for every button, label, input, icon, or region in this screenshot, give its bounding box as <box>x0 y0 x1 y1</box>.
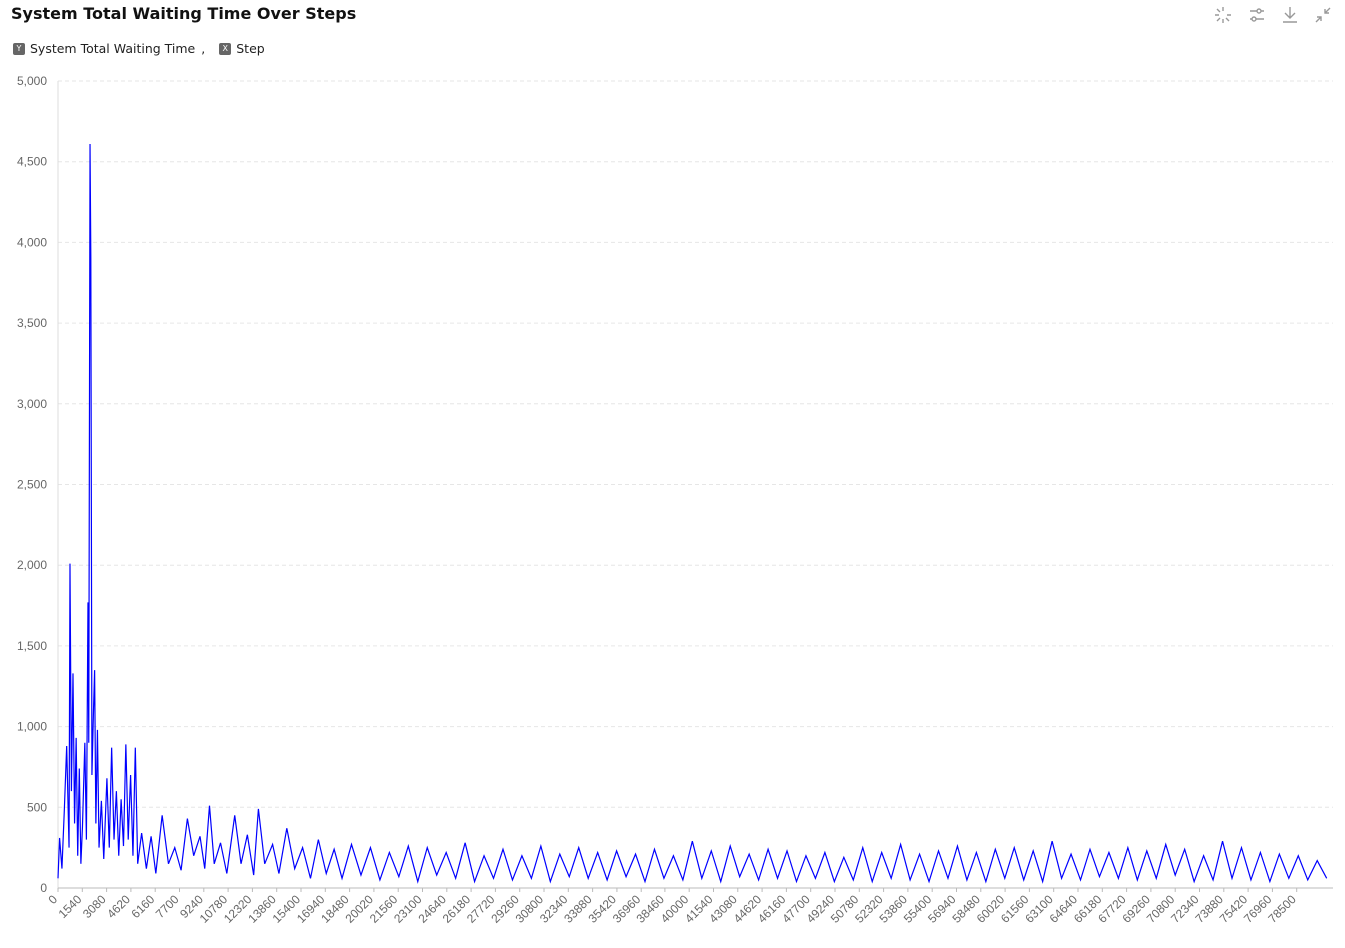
x-field: Step <box>236 41 265 56</box>
y-tick-label: 2,000 <box>17 558 47 572</box>
y-tick-label: 4,500 <box>17 155 47 169</box>
x-tick-label: 4620 <box>104 892 133 921</box>
x-tick-label: 7700 <box>153 892 182 921</box>
settings-icon[interactable] <box>1250 8 1264 22</box>
data-line <box>57 143 1328 884</box>
y-tick-label: 3,500 <box>17 316 47 330</box>
x-tick-label: 1540 <box>56 892 85 921</box>
collapse-icon[interactable] <box>1315 7 1331 23</box>
x-tick-label: 3080 <box>80 892 109 921</box>
field-header: Y System Total Waiting Time , X Step <box>13 41 265 56</box>
x-tick-label: 0 <box>45 892 60 907</box>
y-tick-label: 3,000 <box>17 397 47 411</box>
y-tick-label: 500 <box>27 800 47 814</box>
y-tick-label: 1,000 <box>17 720 47 734</box>
y-tick-label: 1,500 <box>17 639 47 653</box>
x-tick-label: 78500 <box>1265 892 1299 926</box>
x-tick-label: 6160 <box>129 892 158 921</box>
separator: , <box>201 41 206 56</box>
chart-title: System Total Waiting Time Over Steps <box>11 4 357 23</box>
select-icon[interactable] <box>1215 7 1231 23</box>
y-badge: Y <box>13 42 25 55</box>
y-field: System Total Waiting Time <box>30 41 196 56</box>
y-tick-label: 5,000 <box>17 74 47 88</box>
toolbar <box>1215 7 1331 23</box>
x-badge: X <box>219 42 232 55</box>
y-tick-label: 2,500 <box>17 478 47 492</box>
download-icon[interactable] <box>1283 7 1297 23</box>
y-tick-label: 0 <box>40 881 47 895</box>
y-tick-label: 4,000 <box>17 235 47 249</box>
